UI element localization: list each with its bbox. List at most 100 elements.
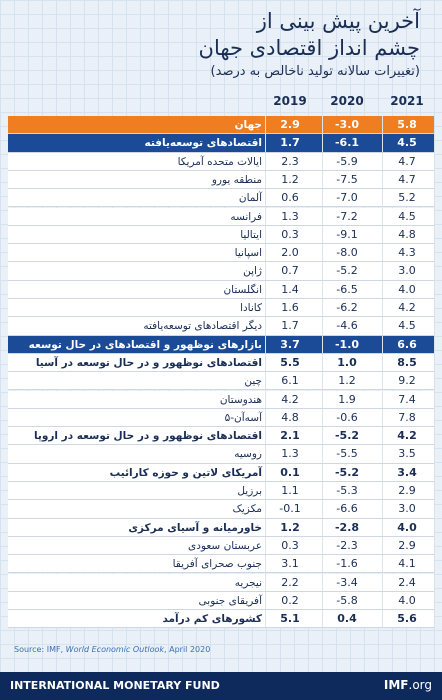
row-label: فرانسه <box>230 210 262 223</box>
value-cell: 1.6 <box>281 301 299 314</box>
column-divider <box>265 317 266 335</box>
table-row: اسپانیا 2.0 -8.0 4.3 <box>8 244 434 263</box>
value-cell: 2.1 <box>280 429 300 443</box>
value-cell: 5.5 <box>280 355 300 369</box>
column-divider <box>322 536 323 555</box>
column-divider <box>322 134 323 152</box>
value-cell: 0.4 <box>337 612 357 626</box>
column-divider <box>265 408 266 427</box>
table-row: مکزیک -0.1 -6.6 3.0 <box>8 500 434 519</box>
column-divider <box>322 372 323 390</box>
row-label: روسیه <box>234 448 262 461</box>
row-label: آلمان <box>238 192 262 205</box>
value-cell: -7.2 <box>336 209 358 223</box>
value-cell: -5.2 <box>334 429 360 443</box>
value-cell: -1.0 <box>334 337 360 351</box>
value-cell: -4.6 <box>336 319 358 333</box>
column-divider <box>322 573 323 591</box>
column-divider <box>265 482 266 500</box>
value-cell: 0.7 <box>281 264 299 278</box>
column-divider <box>382 573 383 591</box>
source: Source: IMF, World Economic Outlook, Apr… <box>14 645 210 654</box>
value-cell: -6.1 <box>334 136 360 150</box>
value-cell: -8.0 <box>336 246 358 260</box>
row-label: ایتالیا <box>240 228 262 241</box>
value-cell: 2.2 <box>281 575 299 589</box>
value-cell: 7.4 <box>398 392 416 406</box>
column-divider <box>382 518 383 536</box>
value-cell: -5.2 <box>336 264 358 278</box>
column-divider <box>382 335 383 353</box>
column-divider <box>322 518 323 536</box>
value-cell: 3.5 <box>398 447 416 461</box>
table-row: کانادا 1.6 -6.2 4.2 <box>8 299 434 318</box>
column-divider <box>265 573 266 591</box>
row-label: انگلستان <box>223 283 262 296</box>
column-divider <box>382 116 383 134</box>
value-cell: 1.9 <box>338 392 356 406</box>
source-title: World Economic Outlook <box>65 645 165 654</box>
column-divider <box>322 463 323 481</box>
row-label: کانادا <box>240 302 262 314</box>
column-divider <box>382 427 383 445</box>
table-row: آسه‌آن-۵ 4.8 -0.6 7.8 <box>8 408 434 428</box>
value-cell: 3.7 <box>280 337 300 351</box>
value-cell: 8.5 <box>397 355 417 369</box>
column-divider <box>382 390 383 408</box>
footer-name: INTERNATIONAL MONETARY FUND <box>10 679 220 692</box>
table-row: فرانسه 1.3 -7.2 4.5 <box>8 207 434 226</box>
value-cell: 5.8 <box>397 118 417 131</box>
table-row: منطقه یورو 1.2 -7.5 4.7 <box>8 170 434 190</box>
column-divider <box>265 262 266 280</box>
column-divider <box>265 518 266 536</box>
value-cell: -7.0 <box>336 191 358 205</box>
value-cell: 0.6 <box>281 191 299 205</box>
value-cell: 1.2 <box>280 520 300 534</box>
column-divider <box>265 372 266 390</box>
table-row: جنوب صحرای آفریقا 3.1 -1.6 4.1 <box>8 555 434 574</box>
column-divider <box>322 555 323 573</box>
column-divider <box>322 317 323 335</box>
column-divider <box>265 500 266 518</box>
table-row: انگلستان 1.4 -6.5 4.0 <box>8 280 434 299</box>
title-line: آخرین پیش بینی از <box>256 9 420 33</box>
value-cell: 1.1 <box>281 484 299 497</box>
value-cell: -9.1 <box>336 227 358 241</box>
value-cell: 2.0 <box>281 246 299 260</box>
footer-domain-suffix: .org <box>408 678 433 692</box>
value-cell: -1.6 <box>336 557 358 571</box>
subtitle: (تغییرات سالانه تولید ناخالص به درصد) <box>210 64 420 79</box>
column-divider <box>382 408 383 427</box>
column-divider <box>265 427 266 445</box>
row-label: منطقه یورو <box>211 173 262 186</box>
column-divider <box>382 170 383 189</box>
title-line: چشم انداز اقتصادی جهان <box>198 36 420 60</box>
value-cell: 1.3 <box>281 447 299 461</box>
table-row: ایالات متحده آمریکا 2.3 -5.9 4.7 <box>8 152 434 171</box>
row-label: جهان <box>234 119 262 131</box>
row-label: اقتصادهای نوظهور و در حال توسعه در اروپا <box>33 430 262 443</box>
column-divider <box>382 445 383 463</box>
column-divider <box>322 445 323 463</box>
column-divider <box>382 225 383 244</box>
column-divider <box>382 299 383 317</box>
value-cell: 4.3 <box>398 246 416 260</box>
column-divider <box>322 427 323 445</box>
column-divider <box>265 152 266 170</box>
table-row: اقتصادهای توسعه‌یافته 1.7 -6.1 4.5 <box>8 134 434 153</box>
value-cell: 6.6 <box>397 337 417 351</box>
column-divider <box>382 353 383 372</box>
value-cell: -2.8 <box>334 520 360 534</box>
value-cell: 4.8 <box>398 227 416 241</box>
value-cell: 9.2 <box>398 374 416 388</box>
row-label: عربستان سعودی <box>188 539 262 552</box>
value-cell: 3.4 <box>397 465 417 479</box>
column-divider <box>322 116 323 134</box>
value-cell: 4.7 <box>398 154 416 168</box>
row-label: هندوستان <box>219 393 262 406</box>
column-divider <box>322 170 323 189</box>
column-divider <box>382 610 383 628</box>
value-cell: 1.0 <box>337 355 357 369</box>
table-row: ژاپن 0.7 -5.2 3.0 <box>8 262 434 281</box>
row-label: نیجریه <box>234 576 262 589</box>
